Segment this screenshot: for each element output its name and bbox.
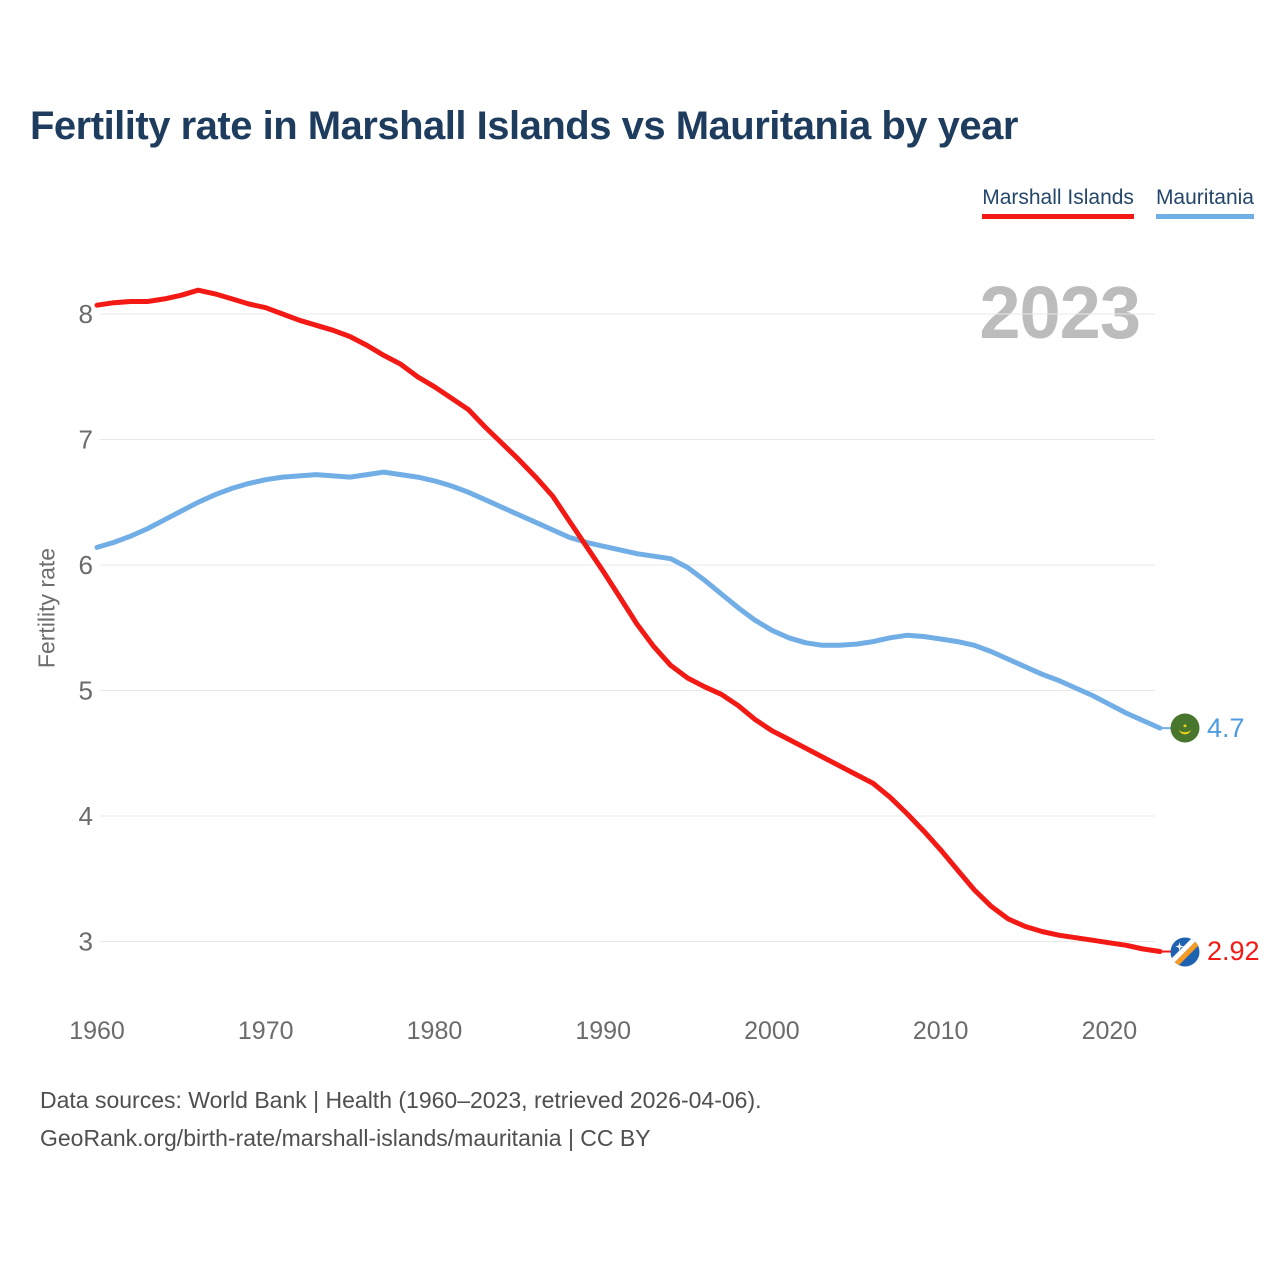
x-tick-2010: 2010	[913, 1017, 969, 1045]
end-label-mauritania: 4.7	[1170, 711, 1245, 745]
x-tick-1970: 1970	[238, 1017, 294, 1045]
marshall-islands-flag-icon	[1170, 937, 1200, 967]
legend: Marshall Islands Mauritania	[982, 186, 1254, 219]
y-axis-title: Fertility rate	[33, 547, 60, 669]
y-tick-7: 7	[79, 425, 93, 455]
x-tick-2000: 2000	[744, 1017, 800, 1045]
legend-label-mauritania: Mauritania	[1155, 186, 1254, 209]
legend-item-mauritania[interactable]: Mauritania	[1155, 186, 1254, 219]
x-tick-1990: 1990	[575, 1017, 631, 1045]
y-tick-4: 4	[79, 801, 93, 831]
y-tick-5: 5	[79, 676, 93, 706]
y-tick-3: 3	[79, 927, 93, 957]
y-tick-8: 8	[79, 299, 93, 329]
footer-data-sources: Data sources: World Bank | Health (1960–…	[40, 1087, 762, 1113]
x-tick-1960: 1960	[69, 1017, 125, 1045]
mauritania-flag-icon	[1170, 713, 1200, 743]
end-label-marshall-islands: 2.92	[1170, 935, 1260, 969]
legend-swatch-marshall-islands	[982, 214, 1134, 219]
x-tick-2020: 2020	[1082, 1017, 1138, 1045]
legend-item-marshall-islands[interactable]: Marshall Islands	[982, 186, 1134, 219]
end-value-mauritania: 4.7	[1207, 712, 1245, 743]
footer-attribution: GeoRank.org/birth-rate/marshall-islands/…	[40, 1125, 651, 1151]
end-value-marshall-islands: 2.92	[1207, 936, 1260, 967]
x-tick-1980: 1980	[407, 1017, 463, 1045]
series-line-mauritania	[94, 469, 1163, 731]
footer: Data sources: World Bank | Health (1960–…	[40, 1081, 762, 1157]
chart-title: Fertility rate in Marshall Islands vs Ma…	[30, 104, 1018, 148]
legend-swatch-mauritania	[1155, 214, 1254, 219]
year-watermark: 2023	[979, 271, 1141, 354]
series-line-marshall-islands	[94, 287, 1163, 954]
legend-label-marshall-islands: Marshall Islands	[982, 186, 1134, 209]
y-tick-6: 6	[79, 550, 93, 580]
